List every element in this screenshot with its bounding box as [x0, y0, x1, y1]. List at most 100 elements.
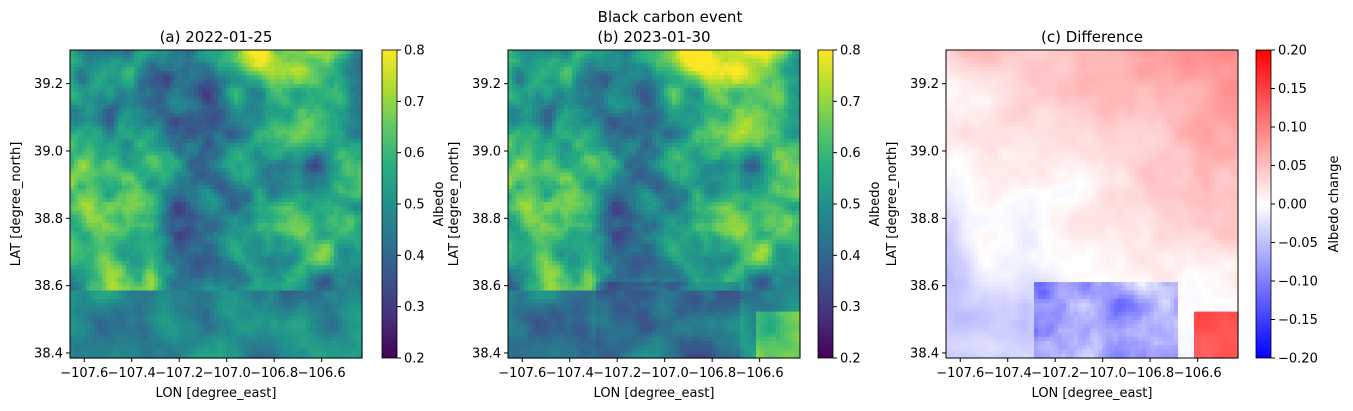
heatmap-cell [94, 83, 99, 89]
heatmap-cell [106, 294, 111, 300]
heatmap-cell [170, 260, 175, 266]
heatmap-cell [134, 96, 139, 102]
heatmap-cell [122, 315, 127, 321]
heatmap-cell [74, 71, 79, 76]
heatmap-cell [110, 54, 115, 60]
heatmap-cell [218, 315, 223, 321]
heatmap-cell [290, 168, 295, 173]
heatmap-cell [210, 324, 215, 330]
heatmap-cell [282, 50, 287, 55]
heatmap-cell [270, 104, 275, 110]
heatmap-cell [206, 79, 211, 85]
heatmap-cell [334, 193, 339, 199]
heatmap-cell [354, 142, 359, 148]
heatmap-cell [74, 172, 79, 178]
heatmap-cell [118, 231, 123, 237]
heatmap-cell [234, 189, 239, 195]
heatmap-cell [322, 227, 327, 233]
heatmap-cell [310, 260, 315, 266]
heatmap-cell [162, 62, 167, 68]
heatmap-cell [118, 189, 123, 195]
heatmap-cell [270, 163, 275, 169]
heatmap-cell [322, 214, 327, 220]
heatmap-cell [150, 269, 155, 275]
heatmap-cell [290, 104, 295, 110]
heatmap-cell [90, 277, 95, 283]
heatmap-cell [314, 286, 319, 292]
heatmap-cell [78, 324, 83, 330]
heatmap-cell [346, 248, 351, 254]
heatmap-cell [146, 134, 151, 140]
heatmap-cell [266, 227, 271, 233]
heatmap-cell [358, 92, 363, 98]
heatmap-cell [98, 294, 103, 300]
heatmap-cell [270, 109, 275, 114]
heatmap-cell [250, 248, 255, 254]
heatmap-cell [254, 286, 259, 292]
heatmap-cell [214, 206, 219, 211]
heatmap-cell [178, 239, 183, 245]
heatmap-cell [318, 168, 323, 173]
heatmap-cell [98, 66, 103, 72]
heatmap-cell [118, 290, 123, 296]
heatmap-cell [354, 121, 359, 127]
heatmap-cell [194, 290, 199, 296]
heatmap-cell [250, 100, 255, 106]
heatmap-cell [250, 218, 255, 224]
heatmap-cell [350, 298, 355, 304]
heatmap-cell [86, 58, 91, 64]
heatmap-cell [70, 87, 75, 93]
heatmap-cell [262, 113, 267, 119]
heatmap-cell [142, 163, 147, 169]
heatmap-cell [110, 214, 115, 220]
heatmap-cell [298, 50, 303, 55]
heatmap-cell [170, 66, 175, 72]
heatmap-cell [294, 87, 299, 93]
heatmap-cell [350, 50, 355, 55]
heatmap-cell [166, 239, 171, 245]
heatmap-cell [314, 185, 319, 190]
heatmap-cell [326, 134, 331, 140]
heatmap-cell [310, 286, 315, 292]
heatmap-cell [194, 62, 199, 68]
heatmap-cell [186, 231, 191, 237]
heatmap-cell [146, 252, 151, 258]
heatmap-cell [186, 79, 191, 85]
heatmap-cell [178, 273, 183, 279]
heatmap-cell [218, 311, 223, 317]
heatmap-cell [254, 159, 259, 165]
heatmap-cell [134, 83, 139, 89]
heatmap-cell [98, 92, 103, 98]
heatmap-cell [78, 214, 83, 220]
heatmap-cell [130, 218, 135, 224]
heatmap-cell [182, 311, 187, 317]
heatmap-cell [298, 104, 303, 110]
heatmap-cell [258, 206, 263, 211]
heatmap-cell [294, 324, 299, 330]
heatmap-cell [350, 159, 355, 165]
heatmap-cell [154, 256, 159, 262]
heatmap-cell [322, 66, 327, 72]
heatmap-cell [250, 332, 255, 338]
heatmap-cell [186, 256, 191, 262]
heatmap-cell [314, 273, 319, 279]
heatmap-cell [222, 252, 227, 258]
heatmap-cell [346, 260, 351, 266]
heatmap-cell [70, 117, 75, 123]
heatmap-cell [130, 265, 135, 270]
heatmap-cell [234, 201, 239, 207]
heatmap-cell [106, 273, 111, 279]
heatmap-cell [86, 151, 91, 157]
heatmap-cell [322, 87, 327, 93]
heatmap-cell [138, 294, 143, 300]
heatmap-cell [254, 210, 259, 216]
heatmap-cell [242, 311, 247, 317]
heatmap-cell [134, 121, 139, 127]
heatmap-cell [94, 125, 99, 131]
heatmap-cell [334, 227, 339, 233]
heatmap-cell [194, 193, 199, 199]
heatmap-cell [118, 239, 123, 245]
heatmap-cell [234, 96, 239, 102]
heatmap-cell [294, 193, 299, 199]
heatmap-cell [338, 252, 343, 258]
